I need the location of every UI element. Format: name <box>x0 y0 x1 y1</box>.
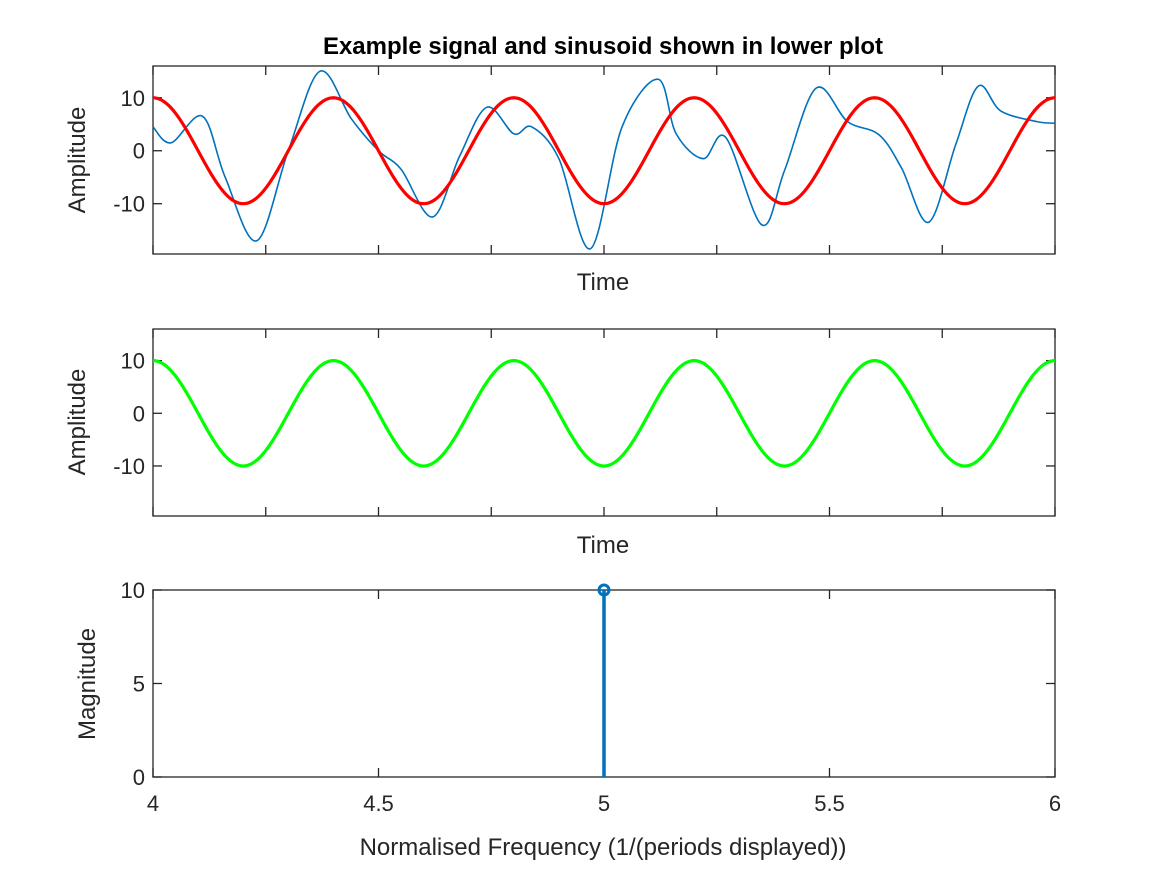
middle-xlabel: Time <box>577 532 629 559</box>
top-ytick-label: 10 <box>121 86 145 111</box>
middle-ytick-label: -10 <box>113 454 145 479</box>
middle-plot-area: -10 0 10 <box>113 328 1056 517</box>
middle-subplot: -10 0 10 Time Amplitude <box>64 328 1056 559</box>
top-ytick-label: 0 <box>133 139 145 164</box>
bottom-ytick-label: 10 <box>121 578 145 603</box>
bottom-subplot: 0 5 10 4 4.5 5 5.5 6 Normalised Frequency (1/(p… <box>74 578 1061 861</box>
top-signal-line <box>152 70 1056 250</box>
top-ylabel: Amplitude <box>64 107 91 214</box>
stem-marker <box>597 583 611 597</box>
top-axes-frame <box>152 65 1056 255</box>
middle-ylabel: Amplitude <box>64 369 91 476</box>
chart-title: Example signal and sinusoid shown in low… <box>323 33 883 60</box>
bottom-ylabel: Magnitude <box>74 628 101 740</box>
top-ytick-label: -10 <box>113 192 145 217</box>
bottom-ytick-label: 5 <box>133 672 145 697</box>
middle-axes-frame <box>152 328 1056 517</box>
middle-sinusoid-line <box>152 359 1056 468</box>
bottom-xtick-label: 4 <box>147 791 159 816</box>
bottom-ytick-label: 0 <box>133 765 145 790</box>
top-xlabel: Time <box>577 269 629 296</box>
middle-ytick-label: 10 <box>121 349 145 374</box>
bottom-plot-area: 0 5 10 4 4.5 5 5.5 6 <box>121 578 1062 816</box>
bottom-xtick-label: 5 <box>598 791 610 816</box>
bottom-xtick-label: 5.5 <box>814 791 845 816</box>
bottom-xtick-label: 4.5 <box>363 791 394 816</box>
bottom-xtick-label: 6 <box>1049 791 1061 816</box>
top-subplot: -10 0 10 Time Amplitude <box>64 65 1056 296</box>
top-sinusoid-line <box>152 96 1056 206</box>
bottom-xlabel: Normalised Frequency (1/(periods display… <box>360 834 847 861</box>
middle-ytick-label: 0 <box>133 401 145 426</box>
top-plot-area: -10 0 10 <box>113 65 1056 255</box>
